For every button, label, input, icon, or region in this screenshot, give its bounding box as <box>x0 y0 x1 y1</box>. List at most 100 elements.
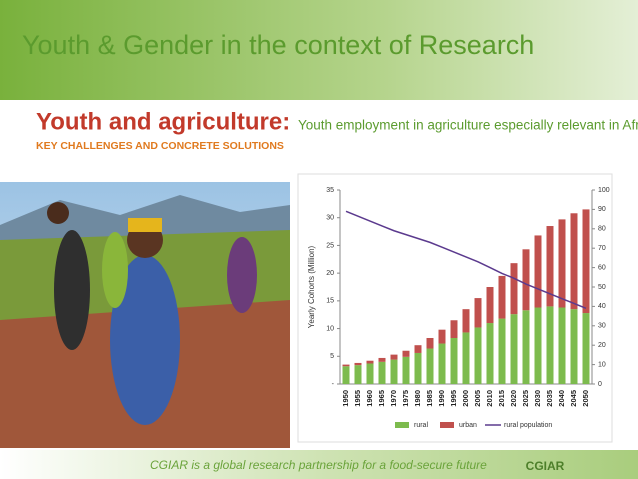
chart: -51015202530350102030405060708090100Year… <box>307 187 610 429</box>
cover-title: Youth and agriculture: <box>36 108 290 135</box>
y2-tick-label: 90 <box>598 206 606 213</box>
bar <box>342 366 350 384</box>
bar <box>534 235 542 308</box>
description: Youth employment in agriculture especial… <box>298 118 638 133</box>
bar <box>522 249 530 311</box>
slide-title: Youth & Gender in the context of Researc… <box>22 30 534 60</box>
bar <box>390 359 398 384</box>
y2-tick-label: 40 <box>598 303 606 310</box>
legend-swatch <box>440 422 454 428</box>
x-tick-label: 2045 <box>569 390 578 407</box>
bar <box>402 356 410 384</box>
y-tick-label: - <box>332 381 335 388</box>
bar <box>522 310 530 384</box>
x-tick-label: 1975 <box>401 390 410 407</box>
legend-label: rural population <box>504 422 552 429</box>
x-tick-label: 2030 <box>533 390 542 407</box>
x-tick-label: 2015 <box>497 390 506 407</box>
y2-tick-label: 80 <box>598 226 606 233</box>
y2-tick-label: 70 <box>598 245 606 252</box>
bar <box>570 309 578 384</box>
footer-band <box>0 450 638 479</box>
x-tick-label: 2035 <box>545 390 554 407</box>
y2-tick-label: 20 <box>598 342 606 349</box>
x-tick-label: 1965 <box>377 390 386 407</box>
bar <box>558 307 566 384</box>
bar <box>426 348 434 384</box>
bar <box>510 314 518 384</box>
legend-swatch <box>395 422 409 428</box>
x-tick-label: 1995 <box>449 390 458 407</box>
x-tick-label: 2040 <box>557 390 566 407</box>
bar <box>378 357 386 362</box>
x-tick-label: 1970 <box>389 390 398 407</box>
y-axis-label: Yearly Cohorts (Million) <box>307 245 316 328</box>
header-band <box>0 0 638 100</box>
bar <box>582 209 590 314</box>
x-tick-label: 1980 <box>413 390 422 407</box>
photo <box>0 182 290 448</box>
bar <box>354 365 362 384</box>
bar <box>378 361 386 384</box>
x-tick-label: 2020 <box>509 390 518 407</box>
x-tick-label: 1960 <box>365 390 374 407</box>
logo: CGIAR <box>526 459 565 473</box>
y-tick-label: 10 <box>326 325 334 332</box>
bar <box>390 354 398 360</box>
y2-tick-label: 10 <box>598 361 606 368</box>
bar <box>474 298 482 328</box>
bar <box>402 350 410 357</box>
bar <box>414 352 422 384</box>
bar <box>366 363 374 384</box>
y2-tick-label: 100 <box>598 187 610 194</box>
y-tick-label: 25 <box>326 242 334 249</box>
x-tick-label: 1955 <box>353 390 362 407</box>
bar <box>450 337 458 384</box>
bar <box>366 360 374 364</box>
y-tick-label: 30 <box>326 215 334 222</box>
y-tick-label: 35 <box>326 187 334 194</box>
bar <box>342 364 350 367</box>
cover-subtitle: KEY CHALLENGES AND CONCRETE SOLUTIONS <box>36 140 284 152</box>
x-tick-label: 2050 <box>581 390 590 407</box>
legend-label: urban <box>459 422 477 429</box>
bar <box>462 309 470 333</box>
bar <box>558 219 566 308</box>
bar <box>570 213 578 310</box>
x-tick-label: 1990 <box>437 390 446 407</box>
bar <box>486 323 494 384</box>
bar <box>498 275 506 319</box>
y-tick-label: 5 <box>330 353 334 360</box>
y2-tick-label: 30 <box>598 323 606 330</box>
bar <box>546 306 554 384</box>
y2-tick-label: 60 <box>598 264 606 271</box>
y2-tick-label: 0 <box>598 381 602 388</box>
bar <box>510 263 518 315</box>
bar <box>546 226 554 307</box>
line <box>345 210 587 310</box>
bar <box>354 362 362 366</box>
bar <box>450 320 458 338</box>
y2-tick-label: 50 <box>598 284 606 291</box>
x-tick-label: 2005 <box>473 390 482 407</box>
bar <box>534 307 542 384</box>
bar <box>426 337 434 349</box>
legend-label: rural <box>414 422 428 429</box>
bar <box>474 327 482 384</box>
x-tick-label: 1985 <box>425 390 434 407</box>
x-tick-label: 2025 <box>521 390 530 407</box>
bar <box>582 313 590 384</box>
x-tick-label: 1950 <box>341 390 350 407</box>
footer-tagline: CGIAR is a global research partnership f… <box>150 458 487 472</box>
bar <box>462 332 470 384</box>
bar <box>498 318 506 384</box>
bar <box>438 343 446 384</box>
x-tick-label: 2000 <box>461 390 470 407</box>
bar <box>414 345 422 353</box>
y-tick-label: 20 <box>326 270 334 277</box>
bar <box>438 329 446 344</box>
x-tick-label: 2010 <box>485 390 494 407</box>
y-tick-label: 15 <box>326 298 334 305</box>
